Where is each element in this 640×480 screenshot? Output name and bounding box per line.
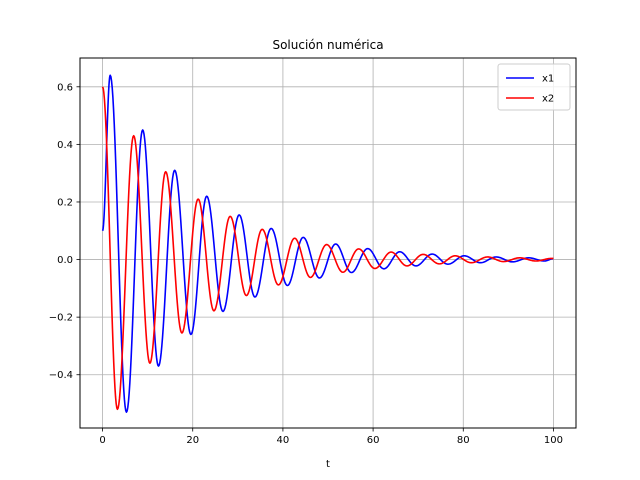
y-tick-label: 0.6 — [57, 82, 73, 93]
legend-box — [497, 63, 571, 111]
x-axis: 0 20 40 60 80 100 — [99, 428, 563, 446]
x-tick-label: 40 — [277, 435, 290, 446]
y-tick-label: 0.0 — [57, 255, 73, 266]
plot-frame — [79, 57, 577, 429]
legend-label-x2: x2 — [542, 94, 554, 105]
x-tick-label: 80 — [457, 435, 470, 446]
x-tick-label: 60 — [367, 435, 380, 446]
series-line-x2 — [101, 86, 555, 411]
x-axis-label: t — [326, 459, 330, 470]
chart-title: Solución numérica — [272, 38, 383, 52]
y-tick-label: 0.2 — [57, 197, 73, 208]
y-tick-label: −0.2 — [49, 313, 73, 324]
legend: x1 x2 — [497, 63, 571, 111]
x-tick-label: 0 — [99, 435, 105, 446]
grid — [80, 58, 576, 428]
plot-area — [80, 58, 576, 428]
y-tick-label: −0.4 — [49, 370, 73, 381]
x-tick-label: 20 — [186, 435, 199, 446]
x-tick-label: 100 — [544, 435, 563, 446]
legend-label-x1: x1 — [542, 74, 554, 85]
series-layer — [101, 74, 555, 413]
y-axis: −0.4 −0.2 0.0 0.2 0.4 0.6 — [49, 82, 80, 381]
y-tick-label: 0.4 — [57, 140, 73, 151]
series-line-x1 — [101, 74, 554, 413]
